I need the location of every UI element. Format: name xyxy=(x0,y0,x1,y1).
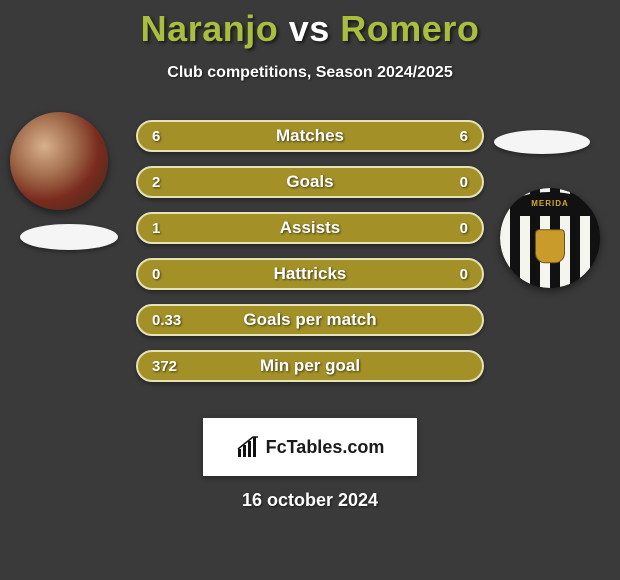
stat-bar: 0.33 Goals per match xyxy=(136,304,484,336)
stat-bar: 1 Assists 0 xyxy=(136,212,484,244)
page-title: Naranjo vs Romero xyxy=(0,0,620,50)
stat-label: Min per goal xyxy=(260,356,360,376)
title-vs: vs xyxy=(289,8,330,49)
stat-bar: 372 Min per goal xyxy=(136,350,484,382)
stat-bar: 6 Matches 6 xyxy=(136,120,484,152)
comparison-area: MERIDA 6 Matches 6 2 Goals 0 1 Assists 0 0 Hattric… xyxy=(0,112,620,392)
title-player2: Romero xyxy=(340,8,479,49)
stat-right-value: 6 xyxy=(460,128,468,145)
stat-left-value: 2 xyxy=(152,174,160,191)
stat-bar: 2 Goals 0 xyxy=(136,166,484,198)
footer-date: 16 october 2024 xyxy=(0,490,620,511)
stat-left-value: 6 xyxy=(152,128,160,145)
stat-left-value: 372 xyxy=(152,358,177,375)
stat-bar: 0 Hattricks 0 xyxy=(136,258,484,290)
brand-text: FcTables.com xyxy=(266,437,385,458)
stat-label: Matches xyxy=(276,126,344,146)
stat-left-value: 1 xyxy=(152,220,160,237)
brand-box: FcTables.com xyxy=(203,418,417,476)
stat-label: Hattricks xyxy=(274,264,347,284)
subtitle: Club competitions, Season 2024/2025 xyxy=(0,64,620,82)
stat-right-value: 0 xyxy=(460,266,468,283)
stat-left-value: 0.33 xyxy=(152,312,181,329)
player2-ellipse xyxy=(494,130,590,154)
player2-club-badge: MERIDA xyxy=(500,188,600,288)
badge-shield-icon xyxy=(535,229,565,263)
brand-logo-icon xyxy=(236,435,260,459)
stat-label: Assists xyxy=(280,218,340,238)
stat-label: Goals per match xyxy=(243,310,376,330)
stat-label: Goals xyxy=(286,172,333,192)
stat-left-value: 0 xyxy=(152,266,160,283)
stat-right-value: 0 xyxy=(460,220,468,237)
stat-bars: 6 Matches 6 2 Goals 0 1 Assists 0 0 Hattricks 0 0.33… xyxy=(136,120,484,382)
badge-arc-text: MERIDA xyxy=(510,192,590,216)
title-player1: Naranjo xyxy=(141,8,279,49)
player1-club-ellipse xyxy=(20,224,118,250)
stat-right-value: 0 xyxy=(460,174,468,191)
player1-avatar xyxy=(10,112,108,210)
